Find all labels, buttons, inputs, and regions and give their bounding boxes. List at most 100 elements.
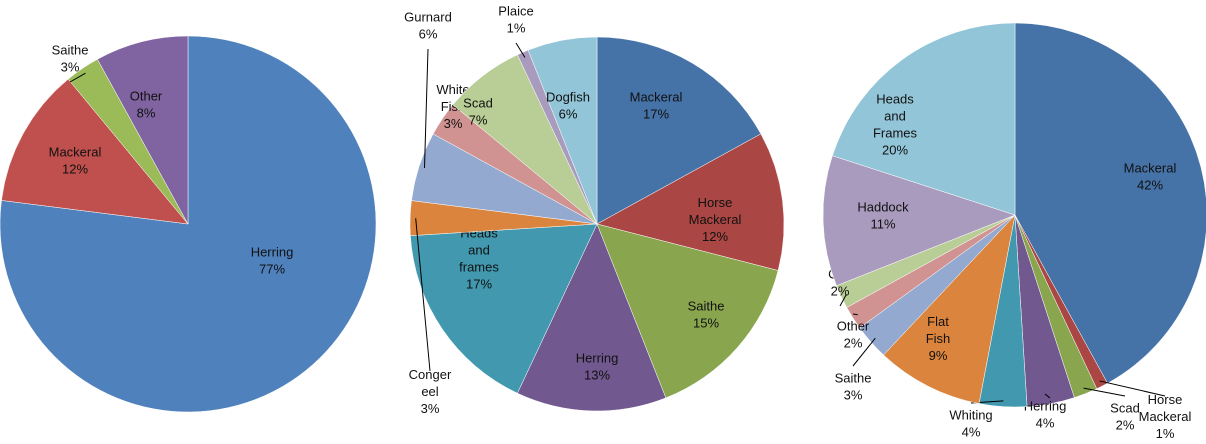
- category-line: Conger: [409, 367, 452, 382]
- category-label: Horse Mackeral: [689, 195, 742, 227]
- slice-label: Herring 13%: [576, 351, 619, 383]
- value-label: 4%: [1036, 416, 1055, 431]
- slice-label: Flat Fish 9%: [926, 314, 951, 363]
- slice-label: Mackeral 12%: [49, 145, 102, 177]
- category-line: frames: [459, 260, 499, 275]
- category-line: Herring: [251, 245, 294, 260]
- category-label: Mackeral: [1124, 161, 1177, 176]
- category-line: Gurnard: [404, 10, 452, 25]
- value-label: 13%: [584, 368, 610, 383]
- category-label: Other: [837, 319, 870, 334]
- leader-line: [852, 337, 876, 367]
- category-line: White: [436, 82, 469, 97]
- pie-slice: [596, 223, 779, 399]
- category-line: Mackeral: [630, 90, 683, 105]
- value-label: 3%: [61, 60, 80, 75]
- value-label: 11%: [870, 217, 895, 232]
- slice-label: Gurnard 6%: [404, 10, 452, 42]
- value-label: 77%: [259, 262, 285, 277]
- category-label: Whiting: [949, 408, 992, 423]
- slice-label: Horse Mackeral 1%: [1139, 392, 1192, 441]
- pie-slice: [517, 223, 667, 412]
- value-label: 1%: [1156, 426, 1175, 441]
- category-line: Horse: [1148, 392, 1183, 407]
- value-label: 6%: [559, 107, 578, 122]
- value-label: 2%: [1116, 418, 1135, 433]
- value-label: 17%: [643, 107, 669, 122]
- category-line: Saithe: [52, 43, 89, 58]
- value-label: 3%: [421, 401, 440, 416]
- slice-label: Plaice 1%: [498, 4, 533, 36]
- category-label: Flat Fish: [926, 314, 951, 346]
- leader-line: [423, 48, 429, 168]
- category-label: Conger eel: [409, 367, 452, 399]
- leader-line: [415, 218, 431, 372]
- pie-slice: [410, 223, 598, 394]
- value-label: 15%: [693, 316, 719, 331]
- value-label: 3%: [444, 116, 463, 131]
- category-line: Frames: [873, 126, 918, 141]
- category-label: Herring: [251, 245, 294, 260]
- category-label: Gurnard: [404, 10, 452, 25]
- pie-slice: [832, 22, 1016, 216]
- pie-slice: [596, 36, 762, 225]
- category-line: Horse: [698, 195, 733, 210]
- category-line: Other: [130, 89, 163, 104]
- value-label: 7%: [469, 113, 488, 128]
- category-line: Dogfish: [546, 90, 590, 105]
- category-label: Haddock: [857, 200, 909, 215]
- value-label: 42%: [1137, 178, 1163, 193]
- category-label: Scad: [1110, 401, 1140, 416]
- category-label: Herring: [1024, 399, 1067, 414]
- leader-line: [852, 313, 858, 316]
- slice-label: Saithe 3%: [835, 371, 872, 403]
- category-line: Heads: [876, 92, 914, 107]
- slice-label: Haddock 11%: [857, 200, 909, 232]
- category-label: Heads and Frames: [873, 92, 918, 141]
- pie-slice: [1, 78, 189, 225]
- leader-line: [1099, 380, 1166, 397]
- pie-slice: [822, 155, 1016, 287]
- slice-label: Other 2%: [837, 319, 870, 351]
- category-line: Mackeral: [689, 212, 742, 227]
- category-line: Herring: [1024, 399, 1067, 414]
- pie-slice: [97, 35, 189, 225]
- leader-line: [69, 72, 86, 83]
- category-line: and: [468, 243, 490, 258]
- category-label: Other: [130, 89, 163, 104]
- slice-label: Other 8%: [130, 89, 163, 121]
- category-line: Mackeral: [1124, 161, 1177, 176]
- category-label: Saithe: [52, 43, 89, 58]
- slice-label: Herring 77%: [251, 245, 294, 277]
- value-label: 1%: [507, 21, 526, 36]
- slice-label: Conger eel 3%: [409, 367, 452, 416]
- value-label: 2%: [844, 336, 863, 351]
- value-label: 20%: [882, 143, 908, 158]
- value-label: 12%: [62, 162, 88, 177]
- category-label: Plaice: [498, 4, 533, 19]
- slice-label: Mackeral 42%: [1124, 161, 1177, 193]
- value-label: 6%: [419, 27, 438, 42]
- slice-label: Saithe 3%: [52, 43, 89, 75]
- slice-label: Whiting 4%: [949, 408, 992, 440]
- category-label: Scad: [463, 96, 493, 111]
- category-line: Saithe: [835, 371, 872, 386]
- category-line: and: [884, 109, 906, 124]
- category-label: Mackeral: [49, 145, 102, 160]
- slice-label: Mackeral 17%: [630, 90, 683, 122]
- value-label: 8%: [137, 106, 156, 121]
- category-label: Saithe: [688, 299, 725, 314]
- category-label: Herring: [576, 351, 619, 366]
- pie-slice: [596, 133, 785, 271]
- category-line: Flat: [927, 314, 949, 329]
- leader-line: [515, 42, 526, 58]
- category-label: Dogfish: [546, 90, 590, 105]
- category-label: Mackeral: [630, 90, 683, 105]
- leader-line: [1044, 393, 1051, 399]
- slice-label: Heads and Frames 20%: [873, 92, 918, 158]
- category-line: Mackeral: [1139, 409, 1192, 424]
- category-line: Fish: [926, 331, 951, 346]
- category-line: Haddock: [857, 200, 909, 215]
- category-line: Scad: [1110, 401, 1140, 416]
